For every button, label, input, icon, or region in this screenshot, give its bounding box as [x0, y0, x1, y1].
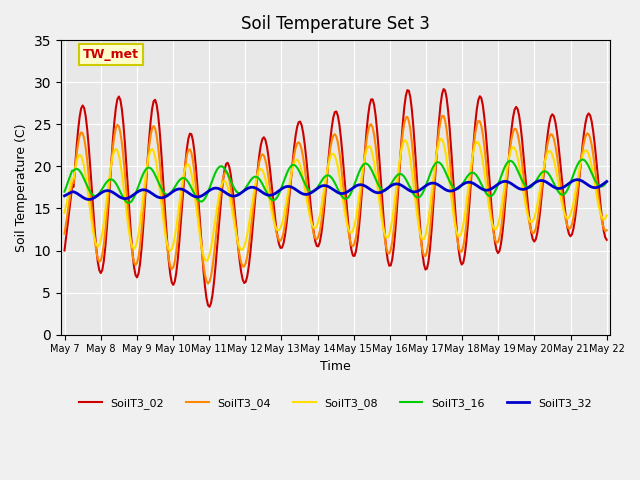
- Line: SoilT3_16: SoilT3_16: [65, 159, 607, 203]
- SoilT3_32: [61, 193, 68, 199]
- Title: Soil Temperature Set 3: Soil Temperature Set 3: [241, 15, 430, 33]
- SoilT3_08: [251, 184, 259, 190]
- SoilT3_04: [300, 155, 307, 160]
- Line: SoilT3_32: SoilT3_32: [65, 180, 607, 200]
- SoilT3_02: [603, 237, 611, 243]
- SoilT3_08: [436, 136, 444, 142]
- SoilT3_32: [576, 177, 584, 183]
- SoilT3_02: [205, 304, 213, 310]
- SoilT3_16: [574, 161, 582, 167]
- SoilT3_04: [61, 231, 68, 237]
- X-axis label: Time: Time: [320, 360, 351, 373]
- SoilT3_08: [576, 166, 584, 171]
- Legend: SoilT3_02, SoilT3_04, SoilT3_08, SoilT3_16, SoilT3_32: SoilT3_02, SoilT3_04, SoilT3_08, SoilT3_…: [75, 393, 596, 413]
- SoilT3_02: [251, 199, 259, 204]
- SoilT3_02: [300, 130, 307, 135]
- SoilT3_16: [251, 174, 259, 180]
- SoilT3_02: [224, 160, 232, 166]
- SoilT3_32: [300, 191, 307, 197]
- Line: SoilT3_02: SoilT3_02: [65, 89, 607, 307]
- SoilT3_02: [61, 248, 68, 253]
- SoilT3_08: [61, 210, 68, 216]
- SoilT3_02: [576, 173, 584, 179]
- SoilT3_16: [61, 189, 68, 194]
- SoilT3_04: [204, 281, 212, 287]
- SoilT3_08: [203, 258, 211, 264]
- SoilT3_32: [574, 177, 582, 182]
- SoilT3_32: [603, 179, 611, 184]
- Line: SoilT3_08: SoilT3_08: [65, 139, 607, 261]
- SoilT3_04: [576, 170, 584, 176]
- SoilT3_16: [300, 177, 307, 183]
- SoilT3_32: [85, 197, 93, 203]
- SoilT3_16: [129, 197, 136, 203]
- Y-axis label: Soil Temperature (C): Soil Temperature (C): [15, 123, 28, 252]
- SoilT3_08: [242, 239, 250, 244]
- SoilT3_32: [242, 187, 250, 192]
- SoilT3_02: [127, 231, 135, 237]
- SoilT3_32: [129, 192, 136, 198]
- SoilT3_04: [440, 113, 447, 119]
- SoilT3_02: [242, 279, 250, 285]
- SoilT3_16: [579, 156, 586, 162]
- SoilT3_04: [224, 170, 232, 176]
- SoilT3_08: [603, 213, 611, 218]
- SoilT3_02: [440, 86, 447, 92]
- SoilT3_08: [224, 184, 232, 190]
- SoilT3_04: [603, 228, 611, 233]
- SoilT3_08: [127, 239, 135, 245]
- Text: TW_met: TW_met: [83, 48, 139, 61]
- SoilT3_04: [251, 191, 259, 196]
- SoilT3_04: [127, 240, 135, 246]
- SoilT3_04: [242, 260, 250, 266]
- SoilT3_32: [251, 185, 259, 191]
- Line: SoilT3_04: SoilT3_04: [65, 116, 607, 284]
- SoilT3_16: [224, 171, 232, 177]
- SoilT3_16: [603, 179, 611, 185]
- SoilT3_16: [242, 185, 250, 191]
- SoilT3_08: [300, 176, 307, 181]
- SoilT3_32: [224, 191, 232, 197]
- SoilT3_16: [124, 200, 132, 206]
